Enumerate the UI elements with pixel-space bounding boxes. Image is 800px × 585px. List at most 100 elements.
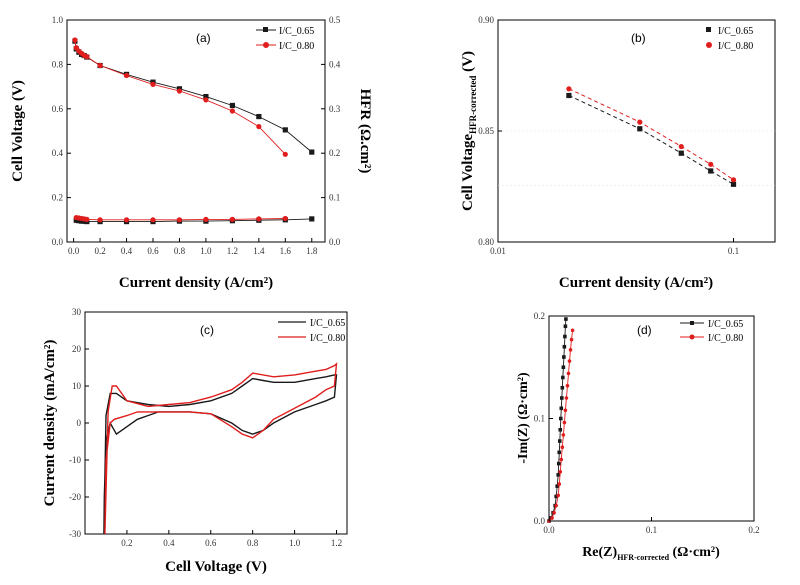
- data-point: [229, 216, 235, 222]
- panel-b-y-label-main: Cell Voltage: [460, 134, 476, 211]
- data-point: [637, 126, 643, 132]
- data-point: [73, 217, 79, 223]
- x-tick-label: 0.2: [121, 538, 132, 548]
- x-tick-label: 0.0: [543, 525, 555, 535]
- data-point: [563, 324, 568, 329]
- panel-c-y-axis-label: Current density (mA/cm²): [42, 340, 58, 507]
- series-line-1: [74, 41, 313, 153]
- x-tick-label: 0.01: [490, 246, 506, 256]
- x-tick-label: 0.1: [646, 525, 657, 535]
- panel-a-y-ticks: 0.0 0.2 0.4 0.6 0.8 1.0: [52, 15, 71, 247]
- data-point: [556, 493, 561, 498]
- data-point: [558, 470, 563, 474]
- panel-d-x-ticks: 0.0 0.1 0.2: [543, 517, 760, 535]
- x-tick-label: 1.2: [227, 246, 238, 256]
- data-point: [570, 328, 575, 333]
- data-point: [560, 385, 565, 390]
- y-tick-label: 0.80: [478, 237, 494, 247]
- y-tick-label: 0.1: [534, 414, 545, 424]
- data-point: [150, 217, 156, 223]
- data-point: [566, 92, 572, 99]
- data-point: [552, 511, 556, 515]
- y-tick-label: 20: [72, 344, 82, 354]
- y-tick-label: 0.85: [478, 126, 494, 136]
- panel-a-voltage-hfr-chart: 0.0 0.2 0.4 0.6 0.8 1.0 1.2 1.4 1.6 1.8 0.0 0.2 0.4…: [10, 15, 373, 291]
- data-point: [282, 215, 288, 222]
- x-tick-label: 1.0: [200, 246, 212, 256]
- data-point: [123, 217, 130, 223]
- panel-b-hfr-corrected-chart: 0.01 0.1 0.80 0.85 0.90 (b) I/C_0.65 I/C_0.…: [460, 15, 776, 291]
- data-point: [556, 473, 561, 477]
- panel-a-x-ticks: 0.0 0.2 0.4 0.6 0.8 1.0 1.2 1.4 1.6 1.8: [68, 238, 318, 256]
- x-tick-label: 0.6: [147, 246, 159, 256]
- data-point: [678, 143, 684, 150]
- data-point: [76, 218, 82, 224]
- data-point: [708, 168, 714, 174]
- data-point: [730, 177, 737, 183]
- data-point: [560, 396, 564, 400]
- y-tick-label: 30: [72, 307, 82, 317]
- data-point: [176, 217, 183, 223]
- panel-a-y2-ticks: 0.0 0.1 0.2 0.3 0.4 0.5: [321, 15, 341, 247]
- data-point: [562, 355, 566, 359]
- panel-a-label: (a): [196, 31, 211, 45]
- data-point: [562, 420, 567, 425]
- data-point: [203, 97, 209, 103]
- panel-d-marks: [547, 317, 575, 523]
- x-tick-label: 0.8: [247, 538, 259, 548]
- data-point: [84, 216, 90, 222]
- data-point: [568, 348, 573, 352]
- data-point: [84, 54, 90, 60]
- panel-d-legend-item-2: I/C_0.80: [708, 333, 743, 344]
- data-point: [229, 102, 235, 109]
- panel-c-legend-item-2: I/C_0.80: [310, 333, 345, 344]
- data-point: [309, 216, 315, 222]
- panel-c-legend-item-1: I/C_0.65: [310, 318, 345, 329]
- data-point: [203, 93, 209, 100]
- panel-d-x-axis-label: Re(Z)HFR-corrected (Ω·cm²): [582, 545, 720, 562]
- panel-a-y-axis-label: Cell Voltage (V): [10, 80, 26, 182]
- panel-b-gridlines: [498, 130, 775, 186]
- data-point: [563, 408, 568, 413]
- data-point: [558, 416, 563, 421]
- series-line-1: [548, 319, 567, 522]
- panel-d-label: (d): [637, 323, 652, 337]
- panel-b-legend: I/C_0.65 I/C_0.80: [706, 26, 753, 52]
- y2-tick-label: 0.2: [329, 148, 340, 158]
- y2-tick-label: 0.1: [329, 193, 340, 203]
- data-point: [566, 86, 572, 92]
- series-line-2: [104, 362, 338, 535]
- data-point: [555, 484, 559, 488]
- data-point: [561, 433, 566, 437]
- series-line-2: [74, 39, 286, 155]
- panel-a-frame: [66, 19, 326, 243]
- y-tick-label: -20: [69, 492, 81, 502]
- series-line-2: [568, 88, 734, 181]
- panel-b-label: (b): [631, 31, 646, 45]
- x-tick-label: 0.6: [205, 538, 217, 548]
- data-point: [256, 123, 262, 130]
- x-tick-label: 0.8: [174, 246, 186, 256]
- data-point: [554, 494, 558, 499]
- panel-c-legend: I/C_0.65 I/C_0.80: [278, 318, 345, 344]
- data-point: [567, 359, 572, 363]
- data-point: [564, 317, 568, 321]
- panel-c-label: (c): [200, 323, 214, 337]
- panel-b-marks: [566, 86, 737, 187]
- data-point: [150, 81, 156, 87]
- panel-a-legend-item-1: I/C_0.65: [279, 26, 314, 37]
- data-point: [637, 119, 643, 125]
- y-tick-label: 0.6: [52, 104, 64, 114]
- x-tick-label: 1.2: [331, 538, 342, 548]
- panel-b-y-ticks: 0.80 0.85 0.90: [478, 15, 502, 247]
- y-tick-label: 0.0: [52, 237, 64, 247]
- data-point: [556, 461, 561, 466]
- data-point: [309, 149, 315, 155]
- data-point: [256, 216, 262, 222]
- x-tick-label: 1.4: [253, 246, 265, 256]
- data-point: [176, 88, 183, 94]
- panel-b-y-axis-label: Cell VoltageHFR-corrected (V): [460, 51, 478, 211]
- panel-d-nyquist-chart: 0.0 0.1 0.2 0.0 0.1 0.2 (d) I/C_0.65 I/C_0.8…: [516, 311, 760, 562]
- data-point: [561, 375, 565, 380]
